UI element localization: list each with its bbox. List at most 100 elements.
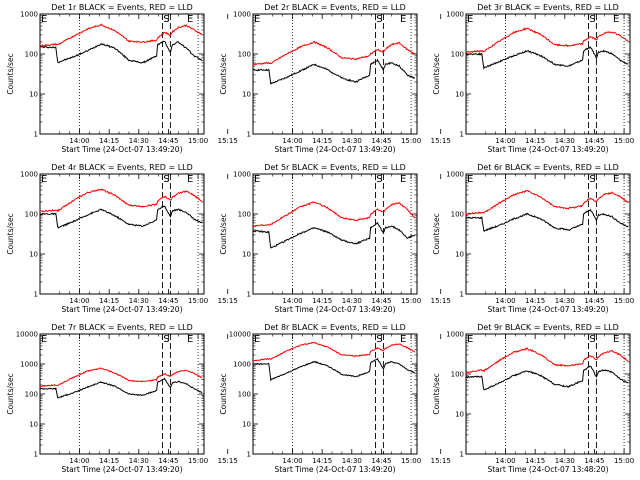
x-tick-label: 14:45 bbox=[371, 457, 391, 465]
y-axis-label: Counts/sec bbox=[6, 213, 15, 254]
x-tick-label: 14:00 bbox=[69, 457, 89, 465]
lld-series-line bbox=[252, 201, 416, 228]
plot-frame bbox=[252, 13, 418, 135]
x-tick-label: 14:45 bbox=[371, 297, 391, 305]
y-tick-label: 1 bbox=[34, 131, 38, 139]
x-axis-label: Start Time (24-Oct-07 13:49:20) bbox=[61, 145, 182, 154]
detector-panel-3: Det 3r BLACK = Events, RED = LLD 1 10 100 10… bbox=[426, 0, 639, 160]
events-series-line bbox=[39, 40, 203, 64]
chart-title: Det 2r BLACK = Events, RED = LLD bbox=[264, 3, 406, 12]
events-series-line bbox=[252, 221, 416, 249]
detector-panel-8: Det 8r BLACK = Events, RED = LLD 1 10 100 10… bbox=[213, 320, 451, 480]
event-marker-label: E bbox=[254, 174, 260, 185]
x-tick-label: 15:15 bbox=[431, 457, 451, 465]
y-tick-label: 10000 bbox=[229, 331, 251, 339]
event-marker-label: S bbox=[589, 14, 595, 25]
x-tick-label: 14:00 bbox=[282, 457, 302, 465]
lld-series-line bbox=[465, 189, 629, 216]
y-tick-label: 100 bbox=[238, 391, 251, 399]
x-tick-label: 14:00 bbox=[282, 137, 302, 145]
chart-title: Det 1r BLACK = Events, RED = LLD bbox=[51, 3, 193, 12]
y-tick-label: 10 bbox=[242, 251, 251, 259]
y-tick-label: 1000 bbox=[446, 171, 464, 179]
y-tick-label: 1000 bbox=[233, 11, 251, 19]
chart-title: Det 6r BLACK = Events, RED = LLD bbox=[477, 163, 619, 172]
y-tick-label: 10 bbox=[455, 91, 464, 99]
x-tick-label: 14:00 bbox=[282, 297, 302, 305]
y-tick-label: 1 bbox=[247, 291, 251, 299]
detector-chart-3: Det 3r BLACK = Events, RED = LLD 1 10 100 10… bbox=[432, 3, 634, 154]
event-marker-label: S bbox=[163, 174, 169, 185]
y-tick-label: 100 bbox=[238, 51, 251, 59]
y-tick-label: 1000 bbox=[20, 361, 38, 369]
lld-series-line bbox=[252, 40, 416, 66]
x-tick-label: 14:45 bbox=[584, 137, 604, 145]
detector-panel-2: Det 2r BLACK = Events, RED = LLD 1 10 100 10… bbox=[213, 0, 451, 160]
y-tick-label: 1000 bbox=[233, 171, 251, 179]
x-tick-label: 14:30 bbox=[342, 137, 362, 145]
y-tick-label: 1 bbox=[460, 131, 464, 139]
x-tick-label: 14:15 bbox=[99, 297, 119, 305]
y-tick-label: 10 bbox=[242, 91, 251, 99]
y-tick-label: 100 bbox=[238, 211, 251, 219]
y-tick-label: 1 bbox=[460, 291, 464, 299]
y-tick-label: 100 bbox=[25, 211, 38, 219]
events-series-line bbox=[465, 365, 629, 391]
event-marker-label: S bbox=[163, 334, 169, 345]
plot-frame bbox=[465, 13, 631, 135]
x-tick-label: 15:00 bbox=[188, 137, 208, 145]
chart-title: Det 9r BLACK = Events, RED = LLD bbox=[477, 323, 619, 332]
chart-title: Det 8r BLACK = Events, RED = LLD bbox=[264, 323, 406, 332]
detector-chart-4: Det 4r BLACK = Events, RED = LLD 1 10 100 10… bbox=[6, 163, 238, 314]
plot-frame bbox=[39, 173, 205, 295]
y-tick-label: 10 bbox=[29, 91, 38, 99]
detector-chart-2: Det 2r BLACK = Events, RED = LLD 1 10 100 10… bbox=[219, 3, 451, 154]
x-tick-label: 15:00 bbox=[401, 297, 421, 305]
x-tick-label: 15:00 bbox=[401, 457, 421, 465]
x-tick-label: 14:00 bbox=[495, 457, 515, 465]
y-axis-label: Counts/sec bbox=[432, 213, 441, 254]
y-axis-label: Counts/sec bbox=[219, 373, 228, 414]
y-tick-label: 10 bbox=[29, 251, 38, 259]
lld-series-line bbox=[39, 367, 203, 388]
y-axis-label: Counts/sec bbox=[219, 213, 228, 254]
x-tick-label: 14:30 bbox=[555, 457, 575, 465]
detector-panel-4: Det 4r BLACK = Events, RED = LLD 1 10 100 10… bbox=[0, 160, 238, 320]
x-axis-label: Start Time (24-Oct-07 13:48:20) bbox=[487, 465, 608, 474]
y-tick-label: 100 bbox=[451, 51, 464, 59]
y-tick-label: 10 bbox=[242, 421, 251, 429]
detector-chart-5: Det 5r BLACK = Events, RED = LLD 1 10 100 10… bbox=[219, 163, 451, 314]
event-marker-label: E bbox=[254, 14, 260, 25]
event-marker-label: E bbox=[254, 334, 260, 345]
x-axis-label: Start Time (24-Oct-07 13:49:20) bbox=[61, 465, 182, 474]
event-marker-label: S bbox=[163, 14, 169, 25]
y-tick-label: 10 bbox=[29, 421, 38, 429]
event-marker-label: E bbox=[41, 174, 47, 185]
events-series-line bbox=[465, 46, 629, 70]
y-tick-label: 1 bbox=[34, 291, 38, 299]
y-tick-label: 1 bbox=[34, 451, 38, 459]
x-tick-label: 14:45 bbox=[584, 297, 604, 305]
x-tick-label: 14:00 bbox=[495, 297, 515, 305]
y-tick-label: 1000 bbox=[446, 331, 464, 339]
plot-frame bbox=[39, 333, 205, 455]
y-axis-label: Counts/sec bbox=[219, 53, 228, 94]
event-marker-label: S bbox=[589, 174, 595, 185]
x-tick-label: 14:45 bbox=[371, 137, 391, 145]
lld-series-line bbox=[465, 347, 629, 374]
x-tick-label: 15:00 bbox=[614, 457, 634, 465]
y-tick-label: 10000 bbox=[16, 331, 38, 339]
x-tick-label: 14:15 bbox=[99, 137, 119, 145]
y-axis-label: Counts/sec bbox=[432, 373, 441, 414]
event-marker-label: S bbox=[376, 14, 382, 25]
x-tick-label: 14:15 bbox=[525, 457, 545, 465]
detector-panel-6: Det 6r BLACK = Events, RED = LLD 1 10 100 10… bbox=[426, 160, 639, 320]
x-tick-label: 14:45 bbox=[158, 297, 178, 305]
x-tick-label: 14:15 bbox=[312, 137, 332, 145]
y-tick-label: 1000 bbox=[20, 11, 38, 19]
events-series-line bbox=[465, 208, 629, 232]
detector-panel-7: Det 7r BLACK = Events, RED = LLD 1 10 100 10… bbox=[0, 320, 238, 480]
event-marker-label: S bbox=[589, 334, 595, 345]
x-tick-label: 15:15 bbox=[431, 297, 451, 305]
